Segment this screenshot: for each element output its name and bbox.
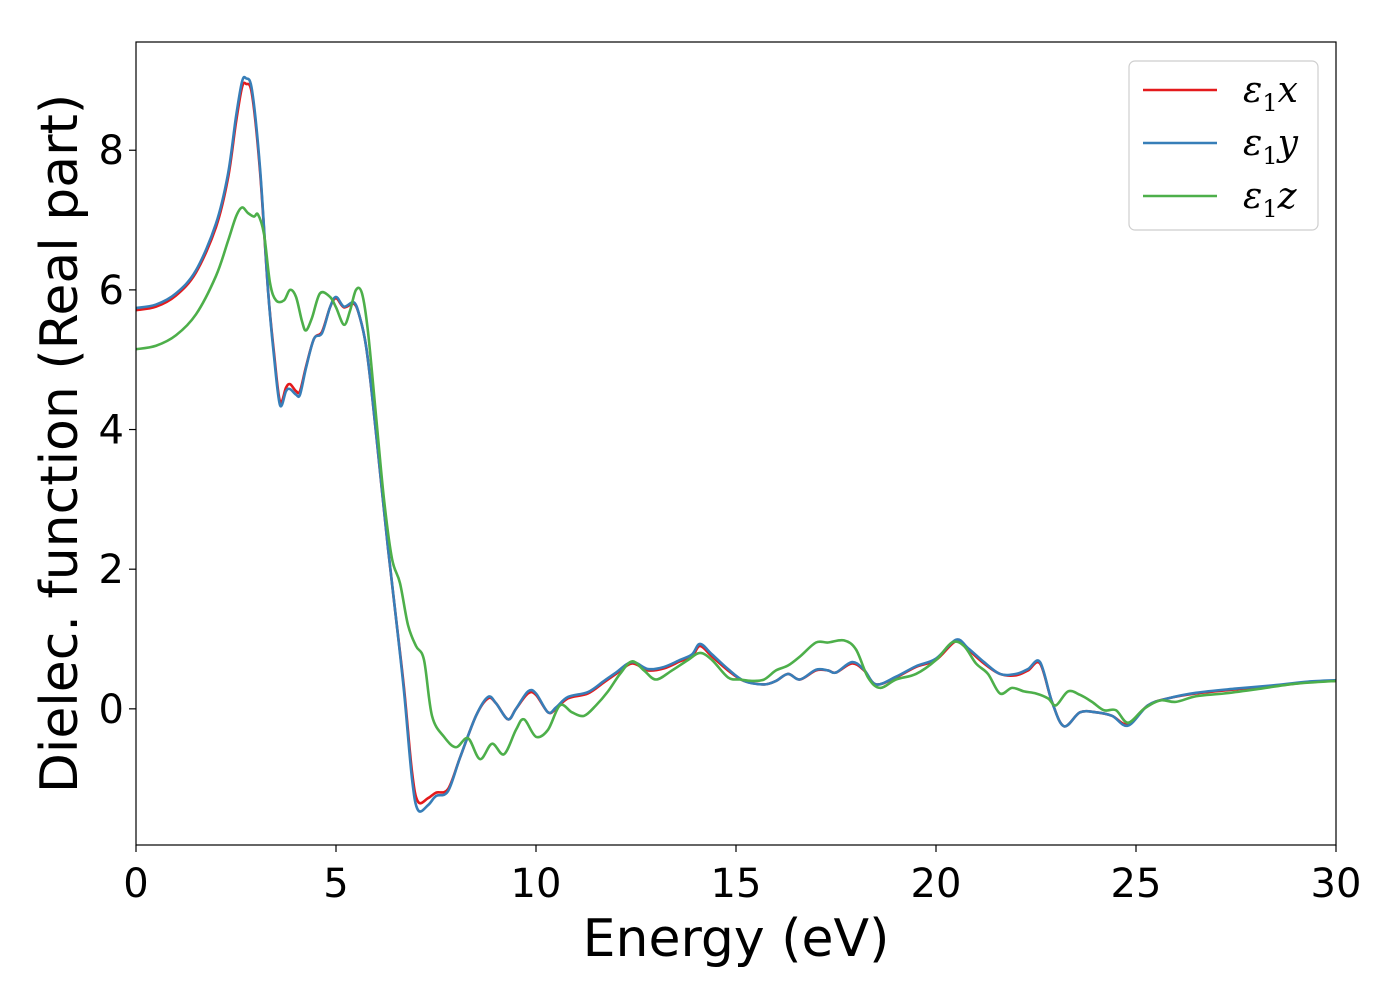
x-tick-label: 0 [123,861,148,907]
y-tick-label: 4 [99,408,124,454]
axis-ticks: 0 5 10 15 20 25 30 0 2 4 6 8 [99,128,1362,907]
legend-label: ε1y [1243,123,1299,170]
y-tick-label: 2 [99,547,124,593]
x-tick-label: 5 [323,861,348,907]
x-axis-label: Energy (eV) [583,909,890,969]
series-line-y [136,75,1336,813]
series-line-z [136,206,1336,761]
y-axis-label: Dielec. function (Real part) [30,94,90,793]
legend-label: ε1z [1243,176,1298,223]
y-tick-label: 0 [99,687,124,733]
x-tick-label: 10 [511,861,562,907]
plot-area [136,75,1336,813]
y-tick-label: 8 [99,128,124,174]
y-tick-label: 6 [99,268,124,314]
legend-label: ε1x [1243,70,1298,117]
legend: ε1x ε1y ε1z [1128,60,1319,231]
x-tick-label: 15 [711,861,762,907]
x-tick-label: 30 [1311,861,1362,907]
x-tick-label: 20 [911,861,962,907]
legend-box [1128,60,1319,231]
x-tick-label: 25 [1111,861,1162,907]
